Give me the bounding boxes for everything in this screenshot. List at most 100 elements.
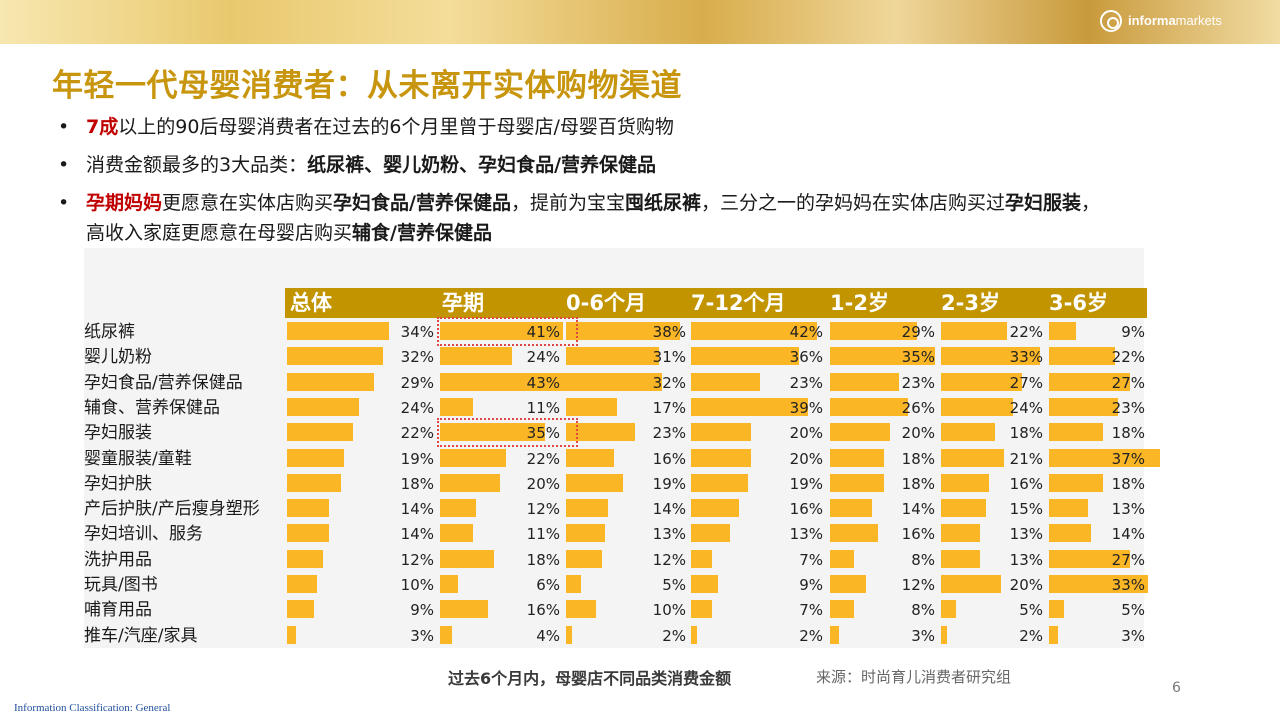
bar	[566, 575, 581, 593]
bar	[287, 397, 359, 416]
data-label: 20%	[789, 449, 823, 468]
data-label: 16%	[652, 449, 686, 468]
data-label: 18%	[1111, 424, 1145, 443]
data-label: 13%	[1111, 500, 1145, 519]
bar	[691, 499, 739, 518]
bar	[287, 322, 389, 340]
data-label: 3%	[1121, 626, 1145, 645]
bar	[566, 448, 614, 467]
data-label: 16%	[1009, 474, 1043, 493]
bullet-3-text-1: 更愿意在实体店购买	[162, 192, 334, 214]
data-label: 16%	[789, 500, 823, 519]
data-label: 5%	[1121, 601, 1145, 620]
row-label: 孕妇护肤	[84, 473, 152, 494]
data-label: 22%	[400, 424, 434, 443]
data-label: 23%	[901, 373, 935, 392]
data-label: 42%	[789, 323, 823, 341]
data-label: 33%	[1111, 576, 1145, 594]
data-label: 18%	[901, 449, 935, 468]
page-number: 6	[1172, 680, 1181, 696]
data-label: 12%	[901, 576, 935, 594]
data-label: 34%	[400, 323, 434, 341]
column-header: 孕期	[442, 291, 484, 315]
bar	[1049, 625, 1058, 644]
bar	[830, 347, 935, 366]
row-label: 孕妇服装	[84, 423, 152, 444]
classification-label: Information Classification: General	[14, 702, 171, 714]
bar	[287, 524, 329, 543]
data-label: 5%	[662, 576, 686, 594]
bar	[566, 322, 680, 340]
bar	[941, 423, 995, 442]
bullet-3-text-3: ，三分之一的孕妈妈在实体店购买过	[701, 192, 1006, 214]
bullet-2-text: 消费金额最多的3大品类：	[86, 154, 308, 176]
bar	[1049, 322, 1076, 340]
data-label: 38%	[652, 323, 686, 341]
column-header: 总体	[290, 291, 332, 315]
bar	[941, 600, 956, 619]
bar	[566, 397, 617, 416]
chart-caption: 过去6个月内，母婴店不同品类消费金额	[448, 669, 732, 688]
bar	[941, 322, 1007, 340]
bullet-1: 7成以上的90后母婴消费者在过去的6个月里曾于母婴店/母婴百货购物	[58, 112, 1258, 142]
bar	[440, 499, 476, 518]
data-label: 4%	[536, 626, 560, 645]
data-label: 11%	[526, 398, 560, 417]
informa-logo-icon	[1100, 10, 1122, 32]
bar	[440, 423, 545, 442]
data-label: 13%	[1009, 550, 1043, 569]
bar	[1049, 549, 1130, 568]
data-label: 8%	[911, 601, 935, 620]
bar	[287, 600, 314, 619]
bar	[691, 549, 712, 568]
data-label: 23%	[789, 373, 823, 392]
bar	[830, 499, 872, 518]
data-label: 24%	[1009, 398, 1043, 417]
bar	[941, 625, 947, 644]
data-label: 31%	[652, 348, 686, 367]
bullet-2-bold: 纸尿裤、婴儿奶粉、孕妇食品/营养保健品	[307, 154, 657, 176]
bullet-3-emphasis: 孕期妈妈	[86, 192, 163, 214]
bar	[287, 372, 374, 391]
data-label: 21%	[1009, 449, 1043, 468]
bar	[440, 448, 506, 467]
column-header: 0-6个月	[566, 291, 646, 315]
data-label: 33%	[1009, 348, 1043, 367]
data-label: 12%	[652, 550, 686, 569]
data-label: 17%	[652, 398, 686, 417]
bullet-2: 消费金额最多的3大品类：纸尿裤、婴儿奶粉、孕妇食品/营养保健品	[58, 150, 1258, 180]
bar	[566, 600, 596, 619]
bar	[830, 397, 908, 416]
bar	[440, 322, 563, 340]
bar	[691, 473, 748, 492]
data-label: 22%	[1111, 348, 1145, 367]
data-label: 14%	[400, 500, 434, 519]
bar	[830, 423, 890, 442]
bar	[566, 347, 659, 366]
bar	[830, 575, 866, 593]
bar	[941, 448, 1004, 467]
data-label: 12%	[400, 550, 434, 569]
top-banner	[0, 0, 1280, 44]
bar	[566, 372, 662, 391]
data-label: 14%	[400, 525, 434, 544]
bar	[691, 372, 760, 391]
column-header: 7-12个月	[691, 291, 786, 315]
bar	[287, 473, 341, 492]
row-label: 孕妇培训、服务	[84, 524, 203, 545]
bar	[830, 473, 884, 492]
slide-title: 年轻一代母婴消费者：从未离开实体购物渠道	[52, 68, 682, 104]
data-label: 16%	[901, 525, 935, 544]
data-label: 13%	[1009, 525, 1043, 544]
bar	[941, 575, 1001, 593]
highlight-box	[437, 317, 578, 346]
bar	[691, 322, 817, 340]
bullet-3-text-4: ，	[1081, 192, 1101, 214]
data-label: 18%	[1111, 474, 1145, 493]
bullet-1-text: 以上的90后母婴消费者在过去的6个月里曾于母婴店/母婴百货购物	[118, 116, 674, 138]
row-label: 纸尿裤	[84, 322, 135, 342]
bullet-1-emphasis: 7成	[86, 116, 119, 138]
bar	[287, 549, 323, 568]
data-label: 10%	[400, 576, 434, 594]
data-label: 23%	[652, 424, 686, 443]
